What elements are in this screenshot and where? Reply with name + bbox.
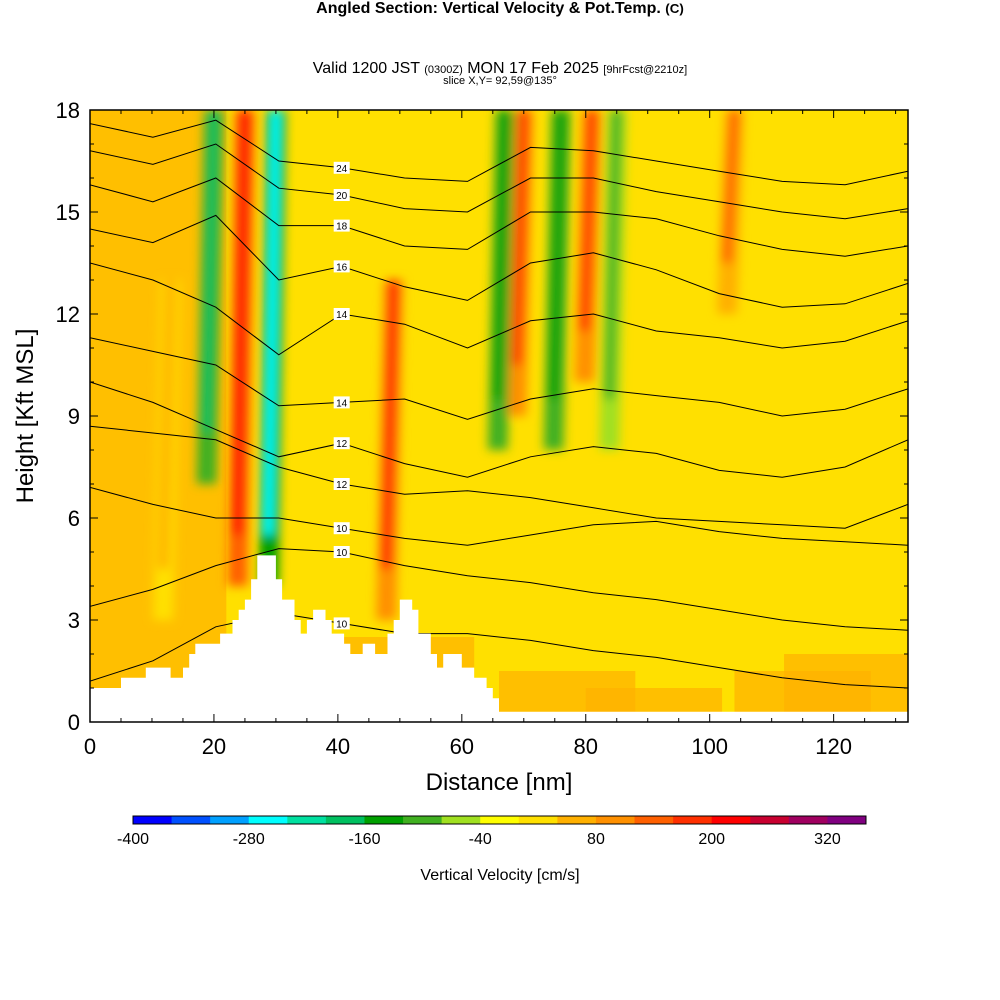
colorbar-swatch xyxy=(287,816,326,824)
x-tick-label: 80 xyxy=(574,734,598,759)
colorbar-label: Vertical Velocity [cm/s] xyxy=(420,867,579,884)
plot-area: 10 10 10 12 12 14 14 16 18 20 24 xyxy=(90,0,920,722)
colorbar-swatch xyxy=(403,816,442,824)
y-tick-label: 6 xyxy=(68,506,80,531)
colorbar-swatch xyxy=(172,816,211,824)
x-tick-label: 100 xyxy=(691,734,728,759)
colorbar-swatch xyxy=(750,816,789,824)
x-tick-label: 120 xyxy=(815,734,852,759)
colorbar-tick-label: 80 xyxy=(587,831,605,848)
colorbar-swatch xyxy=(789,816,828,824)
colorbar-swatch xyxy=(557,816,596,824)
cross-section-chart: 10 10 10 12 12 14 14 16 18 20 24 0 20 40 60 80 100 120 0 3… xyxy=(0,0,1000,1000)
colorbar-swatch xyxy=(480,816,519,824)
contour-label: 18 xyxy=(336,222,348,233)
colorbar-swatch xyxy=(596,816,635,824)
colorbar-swatch xyxy=(364,816,403,824)
x-tick-label: 60 xyxy=(450,734,474,759)
contour-label: 16 xyxy=(336,262,348,273)
y-tick-label: 18 xyxy=(56,98,80,123)
y-tick-label: 9 xyxy=(68,404,80,429)
colorbar: -400 -280 -160 -40 80 200 320 xyxy=(117,816,867,848)
contour-label: 24 xyxy=(336,164,348,175)
y-axis-label: Height [Kft MSL] xyxy=(12,329,39,504)
colorbar-swatch xyxy=(635,816,674,824)
x-tick-label: 0 xyxy=(84,734,96,759)
y-tick-label: 15 xyxy=(56,200,80,225)
colorbar-swatch xyxy=(133,816,172,824)
colorbar-swatch xyxy=(442,816,481,824)
contour-label: 20 xyxy=(336,191,348,202)
colorbar-tick-label: 320 xyxy=(814,831,841,848)
x-tick-label: 40 xyxy=(326,734,350,759)
y-tick-label: 3 xyxy=(68,608,80,633)
contour-label: 12 xyxy=(336,480,348,491)
colorbar-swatch xyxy=(827,816,866,824)
colorbar-tick-label: -160 xyxy=(348,831,380,848)
contour-label: 10 xyxy=(336,524,348,535)
contour-label: 10 xyxy=(336,619,348,630)
contour-label: 10 xyxy=(336,548,348,559)
contour-label: 14 xyxy=(336,398,348,409)
colorbar-swatch xyxy=(712,816,751,824)
x-axis-label: Distance [nm] xyxy=(426,769,573,796)
y-tick-label: 12 xyxy=(56,302,80,327)
colorbar-swatch xyxy=(210,816,249,824)
contour-label: 14 xyxy=(336,310,348,321)
colorbar-tick-label: -400 xyxy=(117,831,149,848)
x-tick-label: 20 xyxy=(202,734,226,759)
colorbar-tick-label: 200 xyxy=(698,831,725,848)
colorbar-swatch xyxy=(326,816,365,824)
colorbar-tick-label: -40 xyxy=(469,831,492,848)
contour-label: 12 xyxy=(336,439,348,450)
y-tick-label: 0 xyxy=(68,710,80,735)
colorbar-swatch xyxy=(519,816,558,824)
colorbar-swatch xyxy=(673,816,712,824)
colorbar-swatch xyxy=(249,816,288,824)
colorbar-tick-label: -280 xyxy=(233,831,265,848)
